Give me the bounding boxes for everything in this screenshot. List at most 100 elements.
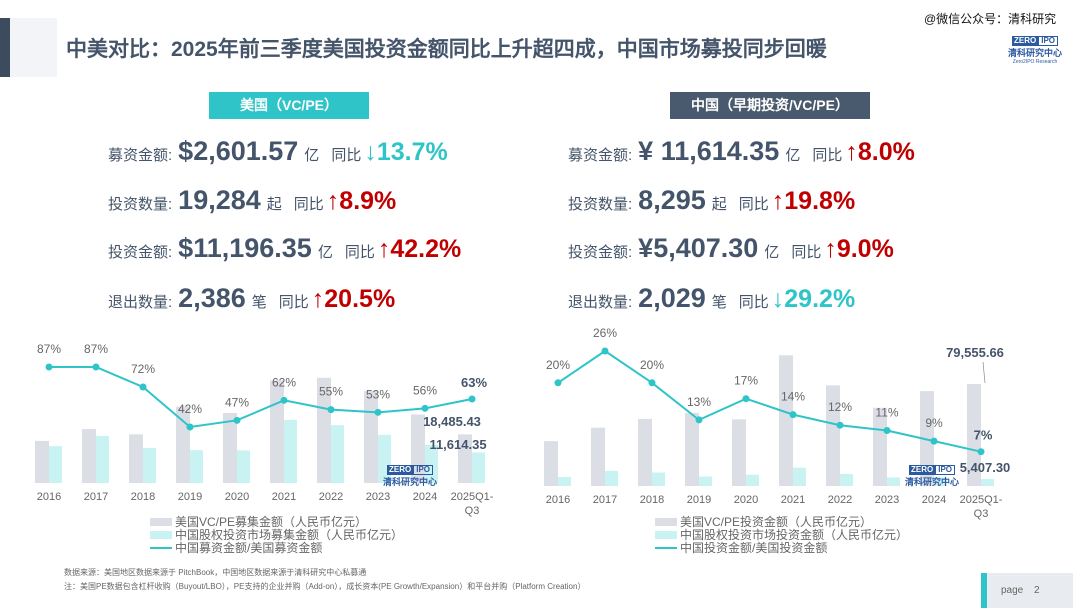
line-data-label: 62% — [272, 375, 296, 389]
legend-right: 美国VC/PE投资金额（人民币亿元） 中国股权投资市场投资金额（人民币亿元） 中… — [655, 515, 909, 555]
kpi-change: 20.5% — [324, 285, 396, 313]
bar-cn — [840, 473, 853, 486]
line-data-label: 55% — [319, 385, 343, 399]
kpi-label: 投资金额: — [108, 244, 173, 261]
bar-us — [129, 434, 143, 483]
line-point — [139, 383, 147, 391]
bar-us — [826, 385, 840, 486]
line-data-label: 26% — [593, 326, 617, 340]
bar-cn — [472, 452, 485, 483]
x-tick-label: 2016 — [546, 494, 570, 506]
line-data-label: 47% — [225, 395, 249, 409]
x-tick-label: 2024 — [413, 491, 437, 503]
bar-us — [458, 434, 472, 483]
x-tick-label: 2017 — [84, 491, 108, 503]
legend-label: 中国股权投资市场投资金额（人民币亿元） — [680, 528, 909, 542]
legend-swatch — [655, 517, 677, 526]
legend-item: 美国VC/PE投资金额（人民币亿元） — [655, 515, 908, 529]
x-tick-label: 2018 — [640, 494, 664, 506]
legend-item: 中国募资金额/美国募资金额 — [150, 541, 403, 555]
bar-us — [967, 384, 981, 486]
legend-label: 美国VC/PE投资金额（人民币亿元） — [680, 515, 873, 529]
kpi-unit: 亿 — [764, 244, 780, 261]
kpi-label: 退出数量: — [568, 294, 633, 311]
line-data-label: 20% — [640, 358, 664, 372]
kpi-unit: 亿 — [317, 244, 333, 261]
legend-label: 中国股权投资市场募集金额（人民币亿元） — [175, 528, 404, 542]
footnote: 注：美国PE数据包含杠杆收购（Buyout/LBO），PE支持的企业并购（Add… — [64, 582, 586, 591]
chart-logo: ZERO IPO 清科研究中心 — [905, 459, 959, 488]
line-point — [186, 423, 194, 431]
line-point — [280, 396, 288, 404]
arrow-up-icon: ↑ — [311, 285, 325, 313]
us-tag: 美国（VC/PE） — [209, 92, 369, 119]
line-point — [789, 411, 797, 419]
x-tick-label: Q3 — [974, 508, 989, 520]
line-data-label: 72% — [131, 362, 155, 376]
chart-logo: ZERO IPO 清科研究中心 — [383, 459, 437, 488]
page-label: page — [1001, 585, 1024, 596]
logo-text: IPO — [1038, 36, 1059, 46]
logo-text: ZERO — [1012, 36, 1039, 46]
kpi-row: 投资数量: 19,284 起同比 ↑ 8.9% — [108, 185, 396, 216]
kpi-change: 42.2% — [390, 235, 462, 263]
x-tick-label: 2023 — [875, 494, 899, 506]
line-point — [883, 427, 891, 434]
legend-swatch — [150, 530, 172, 539]
zero2ipo-logo: ZERO IPO 清科研究中心 Zero2IPO Research — [1008, 30, 1062, 65]
line-data-label: 17% — [734, 374, 758, 388]
kpi-change: 29.2% — [784, 285, 856, 313]
kpi-row: 投资金额: $11,196.35 亿同比 ↑ 42.2% — [108, 233, 461, 264]
page-title: 中美对比：2025年前三季度美国投资金额同比上升超四成，中国市场募投同步回暖 — [66, 38, 827, 61]
x-tick-label: 2025Q1- — [451, 491, 494, 503]
ratio-line — [557, 349, 982, 453]
line-point — [92, 363, 100, 371]
line-point — [468, 395, 476, 403]
legend-item: 美国VC/PE募集金额（人民币亿元） — [150, 515, 403, 529]
kpi-label: 投资数量: — [568, 196, 633, 213]
bar-cn — [793, 467, 806, 486]
bar-us — [364, 390, 378, 483]
x-tick-label: 2019 — [687, 494, 711, 506]
kpi-row: 募资金额: ¥ 11,614.35 亿同比 ↑ 8.0% — [568, 136, 915, 167]
yoy-label: 同比 — [738, 196, 769, 213]
bar-us — [873, 407, 887, 486]
bar-cn — [746, 474, 759, 486]
legend-swatch — [150, 517, 172, 526]
legend-swatch — [655, 530, 677, 539]
bar-us — [176, 406, 190, 483]
line-point — [601, 347, 609, 355]
legend-swatch — [655, 546, 677, 549]
logo-name-en: Zero2IPO Research — [1012, 59, 1058, 65]
line-data-label: 20% — [546, 358, 570, 372]
legend-item: 中国投资金额/美国投资金额 — [655, 541, 908, 555]
bar-cn — [699, 476, 712, 486]
line-point — [930, 437, 938, 445]
yoy-label: 同比 — [738, 294, 769, 311]
kpi-value: 2,386 — [178, 283, 246, 313]
kpi-row: 投资数量: 8,295 起同比 ↑ 19.8% — [568, 185, 855, 216]
kpi-value: 8,295 — [638, 185, 706, 215]
kpi-label: 募资金额: — [568, 147, 633, 164]
x-tick-label: 2022 — [319, 491, 343, 503]
line-point — [695, 416, 703, 424]
x-tick-label: 2025Q1- — [960, 494, 1003, 506]
kpi-row: 退出数量: 2,029 笔同比 ↓ 29.2% — [568, 283, 855, 314]
line-data-label: 87% — [84, 342, 108, 356]
yoy-label: 同比 — [791, 244, 822, 261]
yoy-label: 同比 — [293, 196, 324, 213]
bar-us — [317, 377, 331, 483]
kpi-unit: 亿 — [785, 147, 801, 164]
bar-us — [82, 429, 96, 483]
x-tick-label: 2017 — [593, 494, 617, 506]
line-data-label: 63% — [461, 375, 487, 390]
bar-data-label: 18,485.43 — [423, 414, 481, 429]
logo-text: IPO — [413, 465, 434, 475]
line-data-label: 14% — [781, 390, 805, 404]
kpi-unit: 起 — [266, 196, 282, 213]
line-data-label: 53% — [366, 387, 390, 401]
bar-cn — [652, 472, 665, 486]
source-note: 数据来源：美国地区数据来源于 PitchBook，中国地区数据来源于清科研究中心… — [64, 568, 367, 577]
logo-text: ZERO — [387, 465, 414, 475]
x-tick-label: 2024 — [922, 494, 946, 506]
